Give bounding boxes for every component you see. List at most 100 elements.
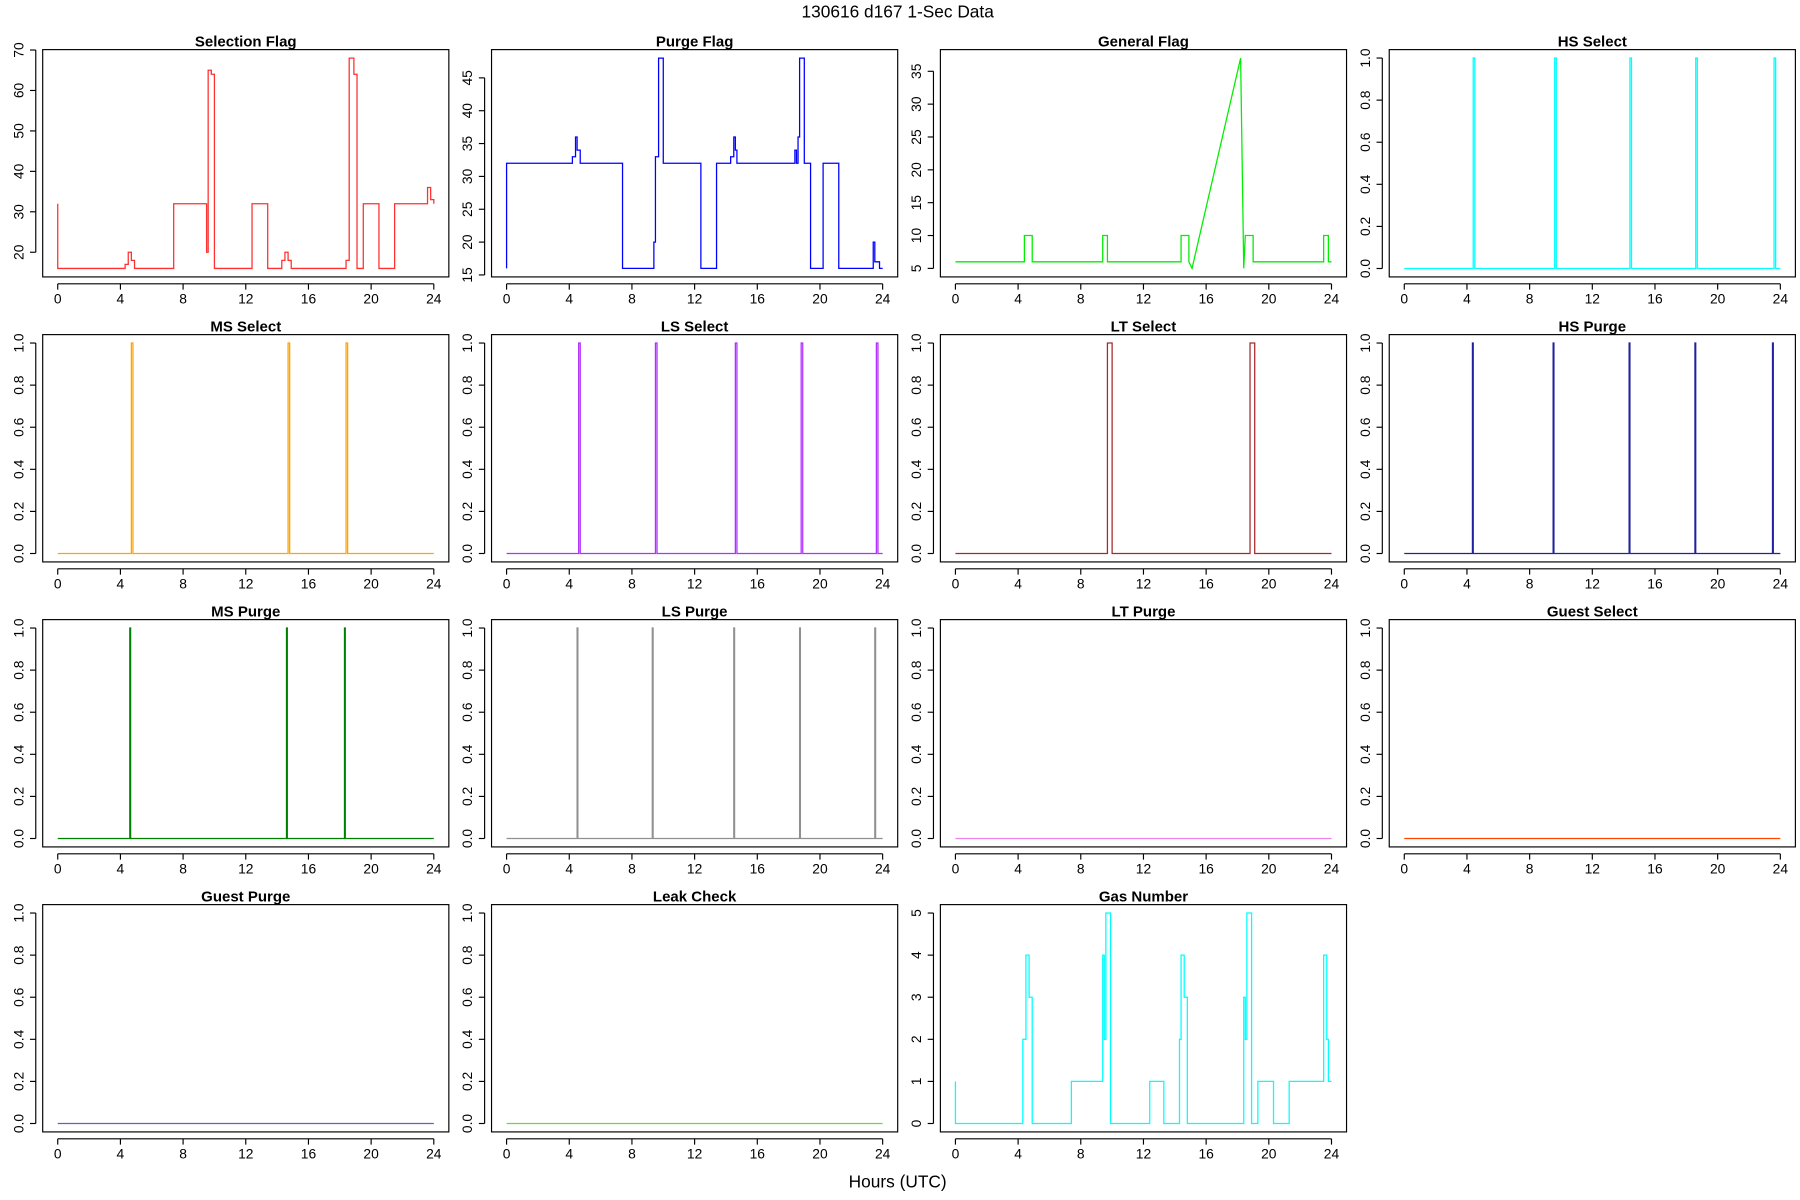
x-tick-label: 4 — [117, 1146, 125, 1162]
x-tick-label: 4 — [117, 291, 125, 307]
y-tick-label: 0.2 — [1357, 502, 1373, 521]
y-tick-label: 0.4 — [459, 1029, 475, 1049]
y-tick-label: 35 — [459, 136, 475, 152]
x-tick-label: 0 — [1400, 861, 1408, 877]
x-tick-label: 4 — [1014, 291, 1022, 307]
y-tick-label: 1.0 — [1357, 618, 1373, 638]
y-tick-label: 15 — [459, 267, 475, 283]
x-tick-label: 12 — [687, 1146, 702, 1162]
x-tick-label: 0 — [54, 291, 62, 307]
x-tick-label: 0 — [54, 1146, 62, 1162]
data-line — [955, 58, 1332, 271]
panel-title: MS Select — [210, 319, 281, 336]
y-tick-label: 0.6 — [908, 702, 924, 722]
x-tick-label: 0 — [952, 861, 960, 877]
panel: LS Purge 0 4 8 12 16 20 24 0.0 0.2 0.4 0.6 0.8 1.0 — [459, 604, 899, 877]
x-tick-label: 12 — [238, 291, 253, 307]
panel-title: LT Purge — [1112, 604, 1176, 621]
plot-box — [490, 334, 899, 563]
y-tick-label: 0.4 — [10, 459, 26, 479]
x-tick-label: 12 — [1585, 861, 1600, 877]
y-tick-label: 0.4 — [459, 744, 475, 764]
y-tick-label: 50 — [10, 123, 26, 139]
y-tick-label: 0.6 — [10, 417, 26, 437]
x-axis-label: Hours (UTC) — [849, 1171, 947, 1191]
panel: LT Select 0 4 8 12 16 20 24 0.0 0.2 0.4 0.6 0.8 1.0 — [908, 319, 1348, 592]
y-tick-label: 0.8 — [10, 375, 26, 395]
data-line — [1404, 342, 1781, 555]
panel-title: Guest Purge — [201, 889, 290, 906]
x-tick-label: 8 — [179, 291, 187, 307]
y-tick-label: 25 — [459, 201, 475, 217]
plot-box — [42, 619, 450, 848]
x-tick-label: 20 — [1710, 861, 1726, 877]
panel: LS Select 0 4 8 12 16 20 24 0.0 0.2 0.4 0.6 0.8 1.0 — [459, 319, 899, 592]
x-tick-label: 16 — [1647, 861, 1663, 877]
y-tick-label: 0.6 — [10, 987, 26, 1007]
panel-title: HS Purge — [1559, 319, 1627, 336]
plot-box — [1388, 619, 1796, 848]
x-tick-label: 12 — [238, 861, 253, 877]
data-line — [57, 627, 434, 840]
x-tick-label: 24 — [1773, 861, 1789, 877]
x-tick-label: 16 — [1647, 576, 1663, 592]
y-tick-label: 10 — [908, 228, 924, 244]
y-tick-label: 0.4 — [10, 744, 26, 764]
panel: Selection Flag 0 4 8 12 16 20 24 20 30 40 50 60 70 — [10, 34, 450, 307]
x-tick-label: 20 — [1261, 861, 1277, 877]
x-tick-label: 24 — [1324, 1146, 1340, 1162]
panel: MS Select 0 4 8 12 16 20 24 0.0 0.2 0.4 0.6 0.8 1.0 — [10, 319, 450, 592]
x-tick-label: 16 — [301, 1146, 317, 1162]
y-tick-label: 15 — [908, 195, 924, 211]
panel: Leak Check 0 4 8 12 16 20 24 0.0 0.2 0.4 0.6 0.8 1.0 — [459, 889, 899, 1162]
panel-title: MS Purge — [211, 604, 280, 621]
panel-title: Gas Number — [1099, 889, 1188, 906]
y-tick-label: 20 — [459, 234, 475, 250]
x-tick-label: 16 — [750, 861, 766, 877]
x-tick-label: 0 — [54, 576, 62, 592]
y-tick-label: 0.0 — [459, 1114, 475, 1134]
y-tick-label: 0.6 — [1357, 417, 1373, 437]
x-tick-label: 4 — [1014, 576, 1022, 592]
y-tick-label: 30 — [908, 96, 924, 112]
x-tick-label: 20 — [363, 861, 379, 877]
panel-title: Guest Select — [1547, 604, 1638, 621]
x-tick-label: 16 — [1198, 1146, 1214, 1162]
data-line — [57, 57, 435, 270]
x-tick-label: 0 — [952, 291, 960, 307]
y-tick-label: 30 — [459, 168, 475, 184]
data-line — [505, 57, 883, 270]
y-tick-label: 0.8 — [10, 660, 26, 680]
y-tick-label: 1.0 — [1357, 333, 1373, 353]
panel-title: LT Select — [1111, 319, 1177, 336]
x-tick-label: 16 — [750, 291, 766, 307]
y-tick-label: 0.0 — [10, 1114, 26, 1134]
x-tick-label: 20 — [363, 291, 379, 307]
x-tick-label: 4 — [565, 1146, 573, 1162]
panel: HS Select 0 4 8 12 16 20 24 0.0 0.2 0.4 0.6 0.8 1.0 — [1357, 34, 1796, 307]
x-tick-label: 12 — [1136, 291, 1151, 307]
x-tick-label: 20 — [1261, 576, 1277, 592]
y-tick-label: 0.0 — [10, 544, 26, 564]
x-tick-label: 8 — [179, 861, 187, 877]
x-tick-label: 24 — [875, 291, 891, 307]
x-tick-label: 20 — [363, 576, 379, 592]
y-tick-label: 0.4 — [908, 744, 924, 764]
plot-box — [42, 334, 450, 563]
y-tick-label: 0.8 — [1357, 90, 1373, 110]
x-tick-label: 24 — [1324, 576, 1340, 592]
x-tick-label: 12 — [1136, 861, 1151, 877]
x-tick-label: 24 — [426, 291, 442, 307]
x-tick-label: 4 — [117, 861, 125, 877]
y-tick-label: 2 — [908, 1035, 924, 1043]
y-tick-label: 0.2 — [10, 1072, 26, 1091]
x-tick-label: 0 — [952, 1146, 960, 1162]
y-tick-label: 0.6 — [10, 702, 26, 722]
y-tick-label: 0.8 — [459, 375, 475, 395]
x-tick-label: 0 — [503, 576, 511, 592]
y-tick-label: 0.0 — [908, 544, 924, 564]
x-tick-label: 24 — [1324, 291, 1340, 307]
y-tick-label: 0.2 — [908, 787, 924, 806]
y-tick-label: 1.0 — [908, 618, 924, 638]
